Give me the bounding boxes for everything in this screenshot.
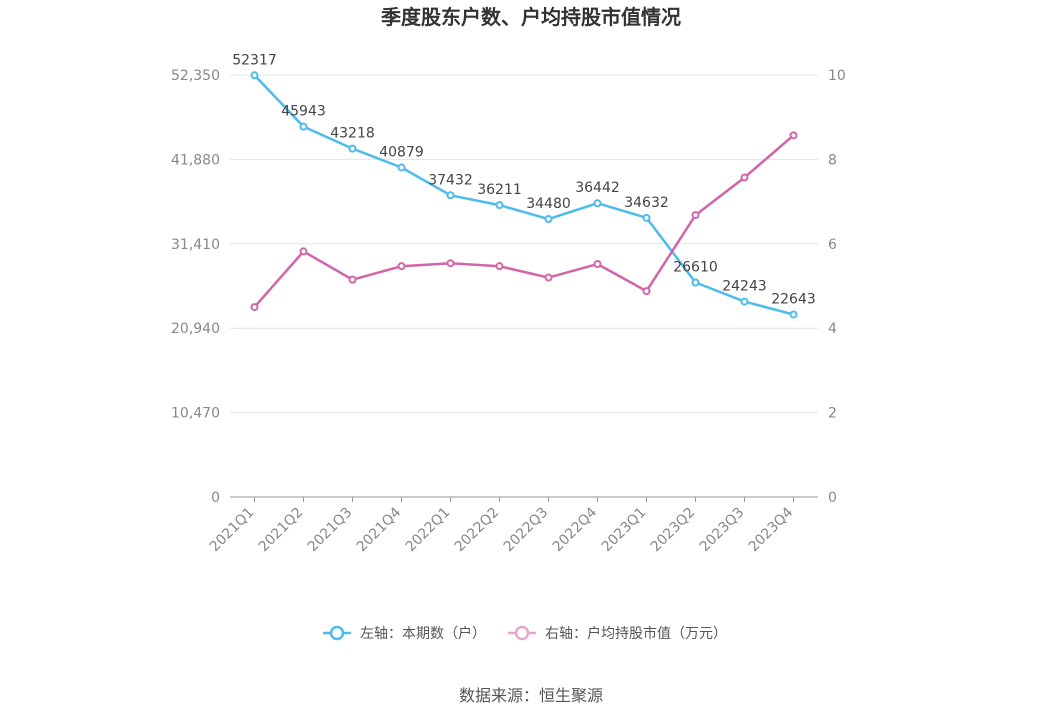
holders-count-point: [691, 278, 700, 287]
holders-count-data-label: 37432: [428, 172, 473, 188]
avg-market-value-point: [740, 173, 749, 182]
data-labels: 52317 45943432184087937432362113448036442…: [232, 52, 816, 307]
holders-count-data-label: 22643: [771, 291, 816, 307]
holders-count-data-label: 40879: [379, 144, 424, 160]
right-axis-tick-label: 8: [828, 152, 837, 168]
legend-item-holders-count-marker: [329, 625, 345, 641]
avg-market-value-point: [544, 273, 553, 282]
holders-count-point: [789, 310, 798, 319]
holders-count-line: [253, 74, 794, 316]
x-axis-tick-label: 2021Q4: [354, 504, 405, 555]
holders-count-point: [250, 71, 259, 80]
x-axis-tick-label: 2022Q3: [501, 505, 552, 556]
left-axis-tick-label: 20,940: [171, 321, 220, 337]
holders-count-data-label: 34632: [624, 195, 669, 211]
x-axis-tick-label: 2021Q2: [256, 505, 307, 556]
right-axis-tick-label: 6: [828, 237, 837, 253]
avg-market-value-point: [299, 247, 308, 256]
chart-title: 季度股东户数、户均持股市值情况: [380, 5, 681, 29]
x-axis-tick-label: 2021Q1: [207, 505, 258, 556]
holders-count-point: [348, 144, 357, 153]
legend-item-avg-market-value-marker: [514, 625, 530, 641]
x-axis-tick-label: 2023Q3: [697, 505, 748, 556]
holders-count-data-label: 43218: [330, 126, 375, 142]
x-axis-tick-label: 2022Q2: [452, 505, 503, 556]
x-axis-tick-label: 2023Q2: [648, 505, 699, 556]
right-axis-tick-label: 10: [828, 68, 846, 84]
left-axis-tick-label: 31,410: [171, 237, 220, 253]
avg-market-value-point: [446, 259, 455, 268]
holders-count-data-label: 24243: [722, 279, 767, 295]
holders-count-data-label: 34480: [526, 196, 571, 212]
right-axis-tick-label: 4: [828, 321, 837, 337]
left-axis-tick-label: 0: [211, 490, 220, 506]
axes: 0 0 10,470 2 20,940 4 31,410 6 41,880 8 52,350 10 20…: [171, 68, 846, 555]
left-axis-tick-label: 41,880: [171, 152, 220, 168]
holders-count-data-label: 52317: [232, 52, 277, 68]
holders-count-point: [740, 297, 749, 306]
x-axis-tick-label: 2023Q4: [746, 504, 797, 555]
holders-count-point: [544, 215, 553, 224]
holders-count-point: [593, 199, 602, 208]
x-axis-tick-label: 2022Q4: [550, 504, 601, 555]
holders-count-data-label: 45943: [281, 104, 326, 120]
legend-item-holders-count-label: 左轴：本期数（户）: [360, 625, 486, 642]
holders-count-data-label: 26610: [673, 259, 718, 275]
legend-item-avg-market-value-label: 右轴：户均持股市值（万元）: [545, 625, 727, 642]
legend[interactable]: 左轴：本期数（户） 右轴：户均持股市值（万元）: [323, 625, 727, 642]
holders-count-point: [397, 163, 406, 172]
avg-market-value-point: [397, 262, 406, 271]
source-note: 数据来源：恒生聚源: [459, 686, 603, 705]
avg-market-value-point: [348, 275, 357, 284]
avg-market-value-point: [250, 303, 259, 312]
holders-count-point: [446, 191, 455, 200]
avg-market-value-line: [253, 134, 795, 308]
avg-market-value-point: [789, 131, 798, 140]
holders-count-point: [299, 122, 308, 131]
holders-count-data-label: 36442: [575, 180, 620, 196]
series-lines: [250, 71, 798, 319]
x-axis-tick-label: 2023Q1: [599, 505, 650, 556]
left-axis-tick-label: 10,470: [171, 406, 220, 422]
avg-market-value-point: [495, 262, 504, 271]
avg-market-value-point: [691, 211, 700, 220]
right-axis-tick-label: 0: [828, 490, 837, 506]
x-axis-tick-label: 2022Q1: [403, 505, 454, 556]
left-axis-tick-label: 52,350: [171, 68, 220, 84]
right-axis-tick-label: 2: [828, 406, 837, 422]
grid-lines: [230, 74, 818, 414]
x-axis-tick-label: 2021Q3: [305, 505, 356, 556]
holders-count-data-label: 36211: [477, 182, 522, 198]
avg-market-value-point: [642, 287, 651, 296]
holders-count-point: [642, 213, 651, 222]
avg-market-value-point: [593, 260, 602, 269]
holders-count-point: [495, 201, 504, 210]
